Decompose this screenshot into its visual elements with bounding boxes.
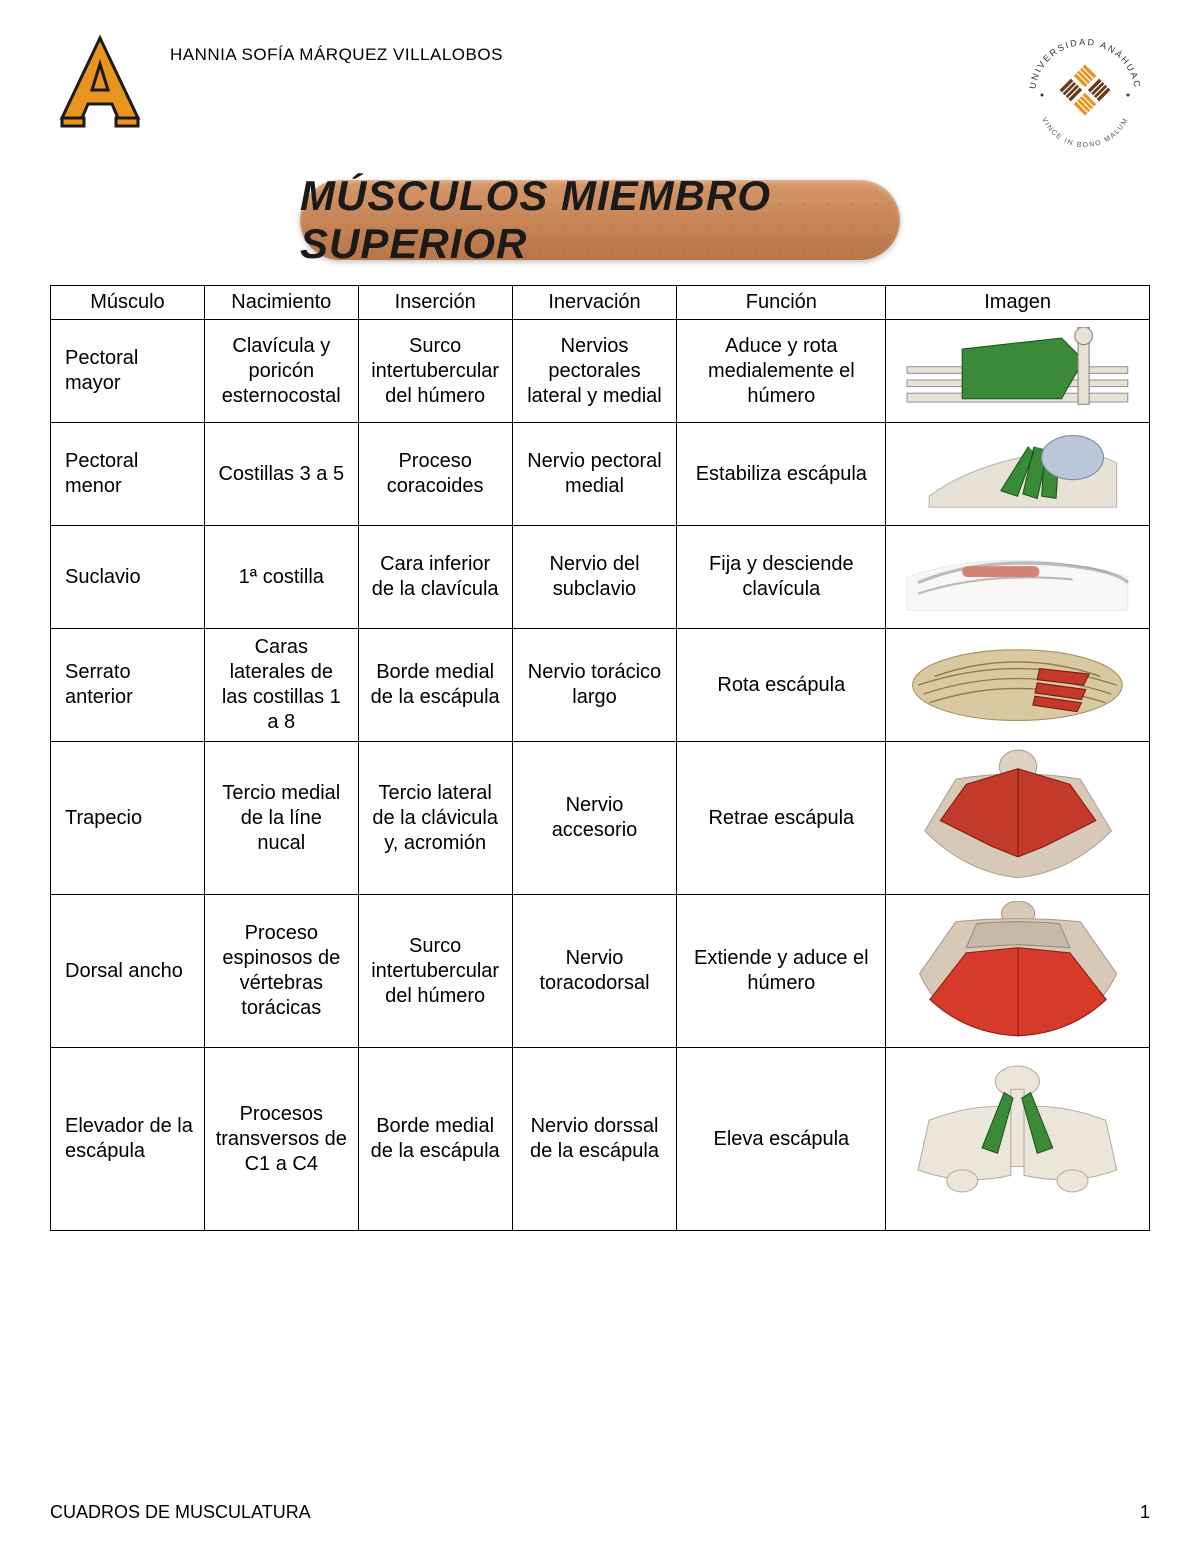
page-number: 1 — [1140, 1502, 1150, 1523]
cell-insertion: Surco intertubercular del húmero — [358, 320, 512, 423]
cell-function: Fija y desciende clavícula — [677, 526, 886, 629]
cell-insertion: Borde medial de la escápula — [358, 1048, 512, 1231]
cell-origin: Procesos transversos de C1 a C4 — [204, 1048, 358, 1231]
page-title: MÚSCULOS MIEMBRO SUPERIOR — [300, 172, 900, 268]
cell-image — [886, 526, 1150, 629]
muscle-table: Músculo Nacimiento Inserción Inervación … — [50, 285, 1150, 1231]
footer-text: CUADROS DE MUSCULATURA — [50, 1502, 311, 1523]
cell-muscle: Pectoral mayor — [51, 320, 205, 423]
anatomy-image-subclavio — [896, 532, 1139, 622]
anatomy-image-pectoral-menor — [896, 429, 1139, 519]
cell-insertion: Tercio lateral de la clávicula y, acromi… — [358, 742, 512, 895]
cell-image — [886, 629, 1150, 742]
col-header-function: Función — [677, 286, 886, 320]
cell-muscle: Dorsal ancho — [51, 895, 205, 1048]
col-header-innervation: Inervación — [512, 286, 677, 320]
author-name: HANNIA SOFÍA MÁRQUEZ VILLALOBOS — [170, 45, 503, 65]
col-header-insertion: Inserción — [358, 286, 512, 320]
col-header-origin: Nacimiento — [204, 286, 358, 320]
table-row: Dorsal anchoProceso espinosos de vértebr… — [51, 895, 1150, 1048]
cell-insertion: Surco intertubercular del húmero — [358, 895, 512, 1048]
cell-origin: Clavícula y poricón esternocostal — [204, 320, 358, 423]
cell-innervation: Nervio accesorio — [512, 742, 677, 895]
col-header-muscle: Músculo — [51, 286, 205, 320]
cell-function: Extiende y aduce el húmero — [677, 895, 886, 1048]
cell-origin: Caras laterales de las costillas 1 a 8 — [204, 629, 358, 742]
cell-muscle: Elevador de la escápula — [51, 1048, 205, 1231]
header-left: HANNIA SOFÍA MÁRQUEZ VILLALOBOS — [50, 30, 503, 130]
cell-origin: 1ª costilla — [204, 526, 358, 629]
cell-image — [886, 742, 1150, 895]
cell-function: Rota escápula — [677, 629, 886, 742]
cell-image — [886, 895, 1150, 1048]
table-header-row: Músculo Nacimiento Inserción Inervación … — [51, 286, 1150, 320]
cell-innervation: Nervio dorssal de la escápula — [512, 1048, 677, 1231]
anatomy-image-elevador-escapula — [896, 1054, 1139, 1224]
cell-insertion: Proceso coracoides — [358, 423, 512, 526]
cell-innervation: Nervio pectoral medial — [512, 423, 677, 526]
table-row: TrapecioTercio medial de la líne nucalTe… — [51, 742, 1150, 895]
cell-function: Aduce y rota medialemente el húmero — [677, 320, 886, 423]
anatomy-image-serrato-anterior — [896, 640, 1139, 730]
page-header: HANNIA SOFÍA MÁRQUEZ VILLALOBOS UNIVERSI… — [50, 30, 1150, 160]
anatomy-image-trapecio — [896, 748, 1139, 888]
cell-insertion: Borde medial de la escápula — [358, 629, 512, 742]
university-seal-icon: UNIVERSIDAD ANÁHUAC VINCE IN BONO MALUM — [1020, 30, 1150, 160]
page-footer: CUADROS DE MUSCULATURA 1 — [50, 1502, 1150, 1523]
cell-muscle: Suclavio — [51, 526, 205, 629]
logo-a-icon — [50, 30, 150, 130]
cell-innervation: Nervio torácico largo — [512, 629, 677, 742]
cell-function: Estabiliza escápula — [677, 423, 886, 526]
cell-origin: Proceso espinosos de vértebras torácicas — [204, 895, 358, 1048]
table-row: Elevador de la escápulaProcesos transver… — [51, 1048, 1150, 1231]
table-row: Pectoral menorCostillas 3 a 5Proceso cor… — [51, 423, 1150, 526]
table-row: Suclavio1ª costillaCara inferior de la c… — [51, 526, 1150, 629]
col-header-image: Imagen — [886, 286, 1150, 320]
cell-innervation: Nervio toracodorsal — [512, 895, 677, 1048]
cell-origin: Costillas 3 a 5 — [204, 423, 358, 526]
cell-innervation: Nervio del subclavio — [512, 526, 677, 629]
cell-muscle: Trapecio — [51, 742, 205, 895]
table-row: Serrato anteriorCaras laterales de las c… — [51, 629, 1150, 742]
cell-image — [886, 1048, 1150, 1231]
anatomy-image-pectoral-mayor — [896, 326, 1139, 416]
title-banner: MÚSCULOS MIEMBRO SUPERIOR — [300, 180, 900, 260]
cell-muscle: Pectoral menor — [51, 423, 205, 526]
cell-function: Retrae escápula — [677, 742, 886, 895]
cell-image — [886, 423, 1150, 526]
table-row: Pectoral mayorClavícula y poricón estern… — [51, 320, 1150, 423]
cell-image — [886, 320, 1150, 423]
cell-function: Eleva escápula — [677, 1048, 886, 1231]
anatomy-image-dorsal-ancho — [896, 901, 1139, 1041]
cell-innervation: Nervios pectorales lateral y medial — [512, 320, 677, 423]
cell-insertion: Cara inferior de la clavícula — [358, 526, 512, 629]
svg-text:VINCE IN BONO MALUM: VINCE IN BONO MALUM — [1040, 116, 1130, 149]
cell-origin: Tercio medial de la líne nucal — [204, 742, 358, 895]
seal-bottom-text: VINCE IN BONO MALUM — [1040, 116, 1130, 149]
cell-muscle: Serrato anterior — [51, 629, 205, 742]
